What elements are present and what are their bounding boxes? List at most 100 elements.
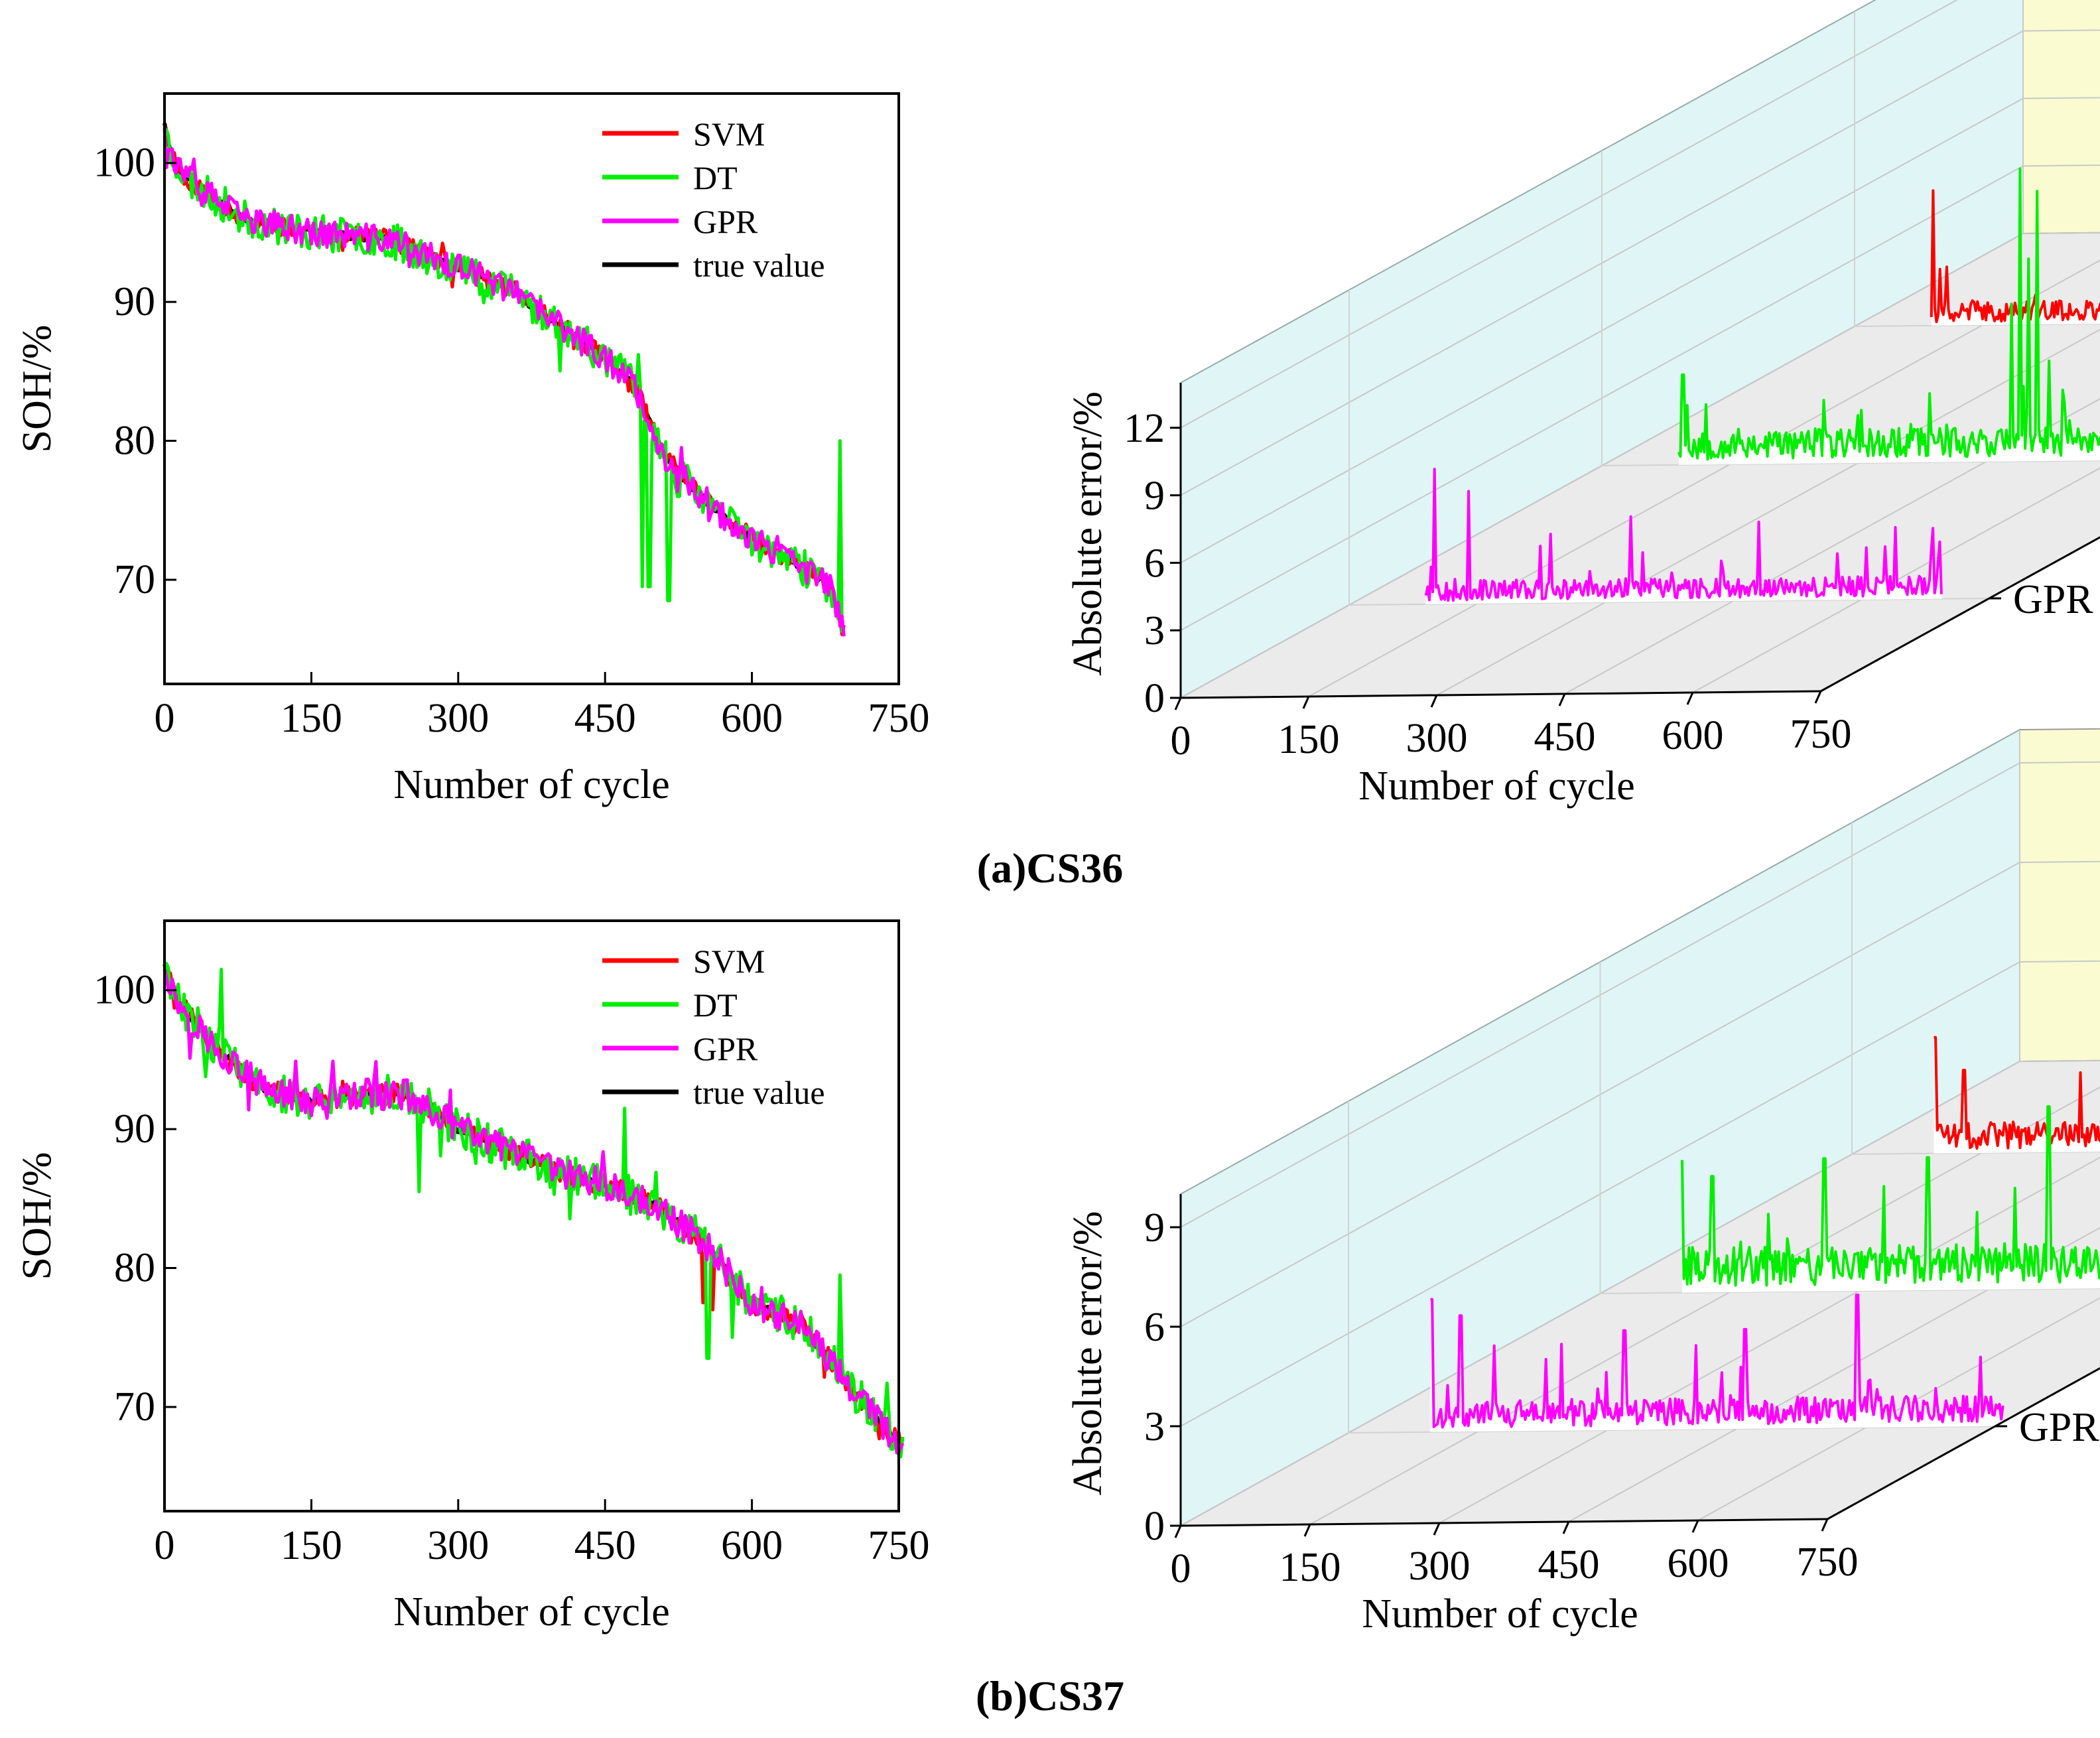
ribbon-gpr [1425,469,1943,604]
y-axis-label: SOH/% [15,325,60,453]
y-axis-line [1827,1367,2100,1520]
x-tick-label: 600 [721,1523,783,1568]
x-axis-label: Number of cycle [1358,764,1635,809]
x-tick-label: 0 [1171,1546,1191,1591]
y-tick-label: 100 [94,968,155,1013]
x-gridline [1439,1156,2100,1524]
z-tick-label: 9 [1144,1205,1165,1250]
x-gridline [1697,1297,2100,1521]
legend-label-dt: DT [693,159,738,196]
y-category-label-gpr: GPR [2013,577,2093,622]
y-tick-label: 90 [114,1106,155,1152]
legend-label-svm: SVM [693,943,765,980]
error-line-svm [1934,1036,2100,1150]
plot-frame [163,92,900,685]
y-tick-label: 80 [114,419,155,464]
x-tick-label: 300 [427,696,489,741]
x-tick-label: 450 [1538,1542,1600,1587]
x-gridline [1436,328,2100,696]
x-tick-label: 150 [281,696,342,741]
x-tick-label: 0 [155,1523,175,1568]
x-tick [1691,1520,1699,1533]
x-tick-label: 150 [281,1523,342,1568]
x-tick-label: 450 [574,696,636,741]
back-wall [2019,728,2100,1063]
z-tick-label: 9 [1144,474,1165,519]
x-tick-label: 600 [1662,713,1724,758]
error-line-svm [1930,189,2100,324]
y-category-label-gpr: GPR [2019,1405,2099,1450]
x-tick [1821,1518,1829,1532]
x-tick-label: 450 [574,1523,636,1568]
x-tick-label: 750 [868,1523,930,1568]
x-gridline [1309,1086,2100,1525]
x-tick [1302,696,1310,709]
y-gridline [1601,151,2100,467]
z-tick-label: 3 [1144,1404,1165,1449]
legend-label-svm: SVM [693,115,765,153]
legend-label-true-value: true value [693,247,825,284]
y-gridline [1854,11,2100,328]
y-gridline [1851,823,2100,1156]
z-gridline [1180,860,2100,1327]
error-3d-chart-cs37: 0 150 300 450 600 750 Number of cycle 0 3 6 9 Absol… [1065,728,2100,1637]
x-tick-label: 300 [427,1523,489,1568]
caption-cs37: (b)CS37 [976,1672,1124,1719]
soh-chart-cs36: 0 150 300 450 600 750 70 80 90 100 Number of cycle… [15,92,930,807]
z-gridline [1180,232,2100,699]
z-axis-label: Absolute error/% [1065,1211,1110,1496]
z-tick-label: 6 [1144,541,1165,586]
z-tick-label: 0 [1144,676,1165,721]
x-tick [1558,693,1566,706]
error-3d-chart-cs36: 0 150 300 450 600 750 Number of cycle 0 3 6 9 12 Abs… [1065,0,2100,809]
series-line-gpr [163,969,905,1455]
error-line-dt [1681,1105,2100,1287]
x-tick-label: 750 [868,696,930,741]
z-axis-label: Absolute error/% [1065,391,1110,676]
x-axis-label: Number of cycle [1362,1591,1638,1637]
x-axis-label: Number of cycle [393,1589,670,1635]
error-line-gpr [1424,468,1943,602]
caption-cs36: (a)CS36 [977,844,1123,892]
x-gridline [1568,1227,2100,1522]
x-tick-label: 450 [1534,714,1596,760]
x-tick-label: 0 [1171,718,1191,764]
x-tick [1174,697,1182,710]
error-line-dt [1677,167,2100,461]
x-gridline [1308,259,2100,697]
plot-frame [163,919,900,1512]
legend-label-dt: DT [693,986,738,1024]
legend-label-gpr: GPR [693,1030,758,1067]
series-line-dt [164,128,846,634]
y-tick-label: 70 [114,1384,155,1430]
z-gridline [1180,960,2100,1427]
series-line-gpr [163,128,846,637]
z-gridline [1180,97,2100,564]
x-axis-line [1180,1518,1828,1527]
x-tick-label: 600 [1668,1541,1729,1586]
x-gridline [1564,398,2100,695]
z-gridline [1180,164,2100,632]
x-tick [1433,1522,1441,1536]
x-tick [1562,1521,1570,1534]
y-tick-label: 90 [114,279,155,324]
y-tick-label: 70 [114,557,155,602]
y-gridline [1348,290,1990,606]
y-axis-label: SOH/% [15,1152,60,1280]
y-tick-label: 80 [114,1246,155,1291]
soh-chart-cs37: 0 150 300 450 600 750 70 80 90 100 Number of cycle… [15,919,930,1635]
back-wall [2022,0,2100,235]
x-axis-line [1180,690,1821,699]
x-tick [1814,691,1822,704]
z-tick-label: 3 [1144,608,1165,653]
y-tick-label: 100 [94,141,155,186]
x-tick [1686,692,1694,705]
error-line-gpr [1430,1294,2004,1429]
x-tick-label: 600 [721,696,783,741]
ribbon-dt [1682,1106,2100,1293]
x-tick [1174,1525,1182,1538]
x-tick [1430,695,1438,708]
z-tick-label: 0 [1144,1504,1165,1549]
x-tick-label: 750 [1790,712,1852,757]
